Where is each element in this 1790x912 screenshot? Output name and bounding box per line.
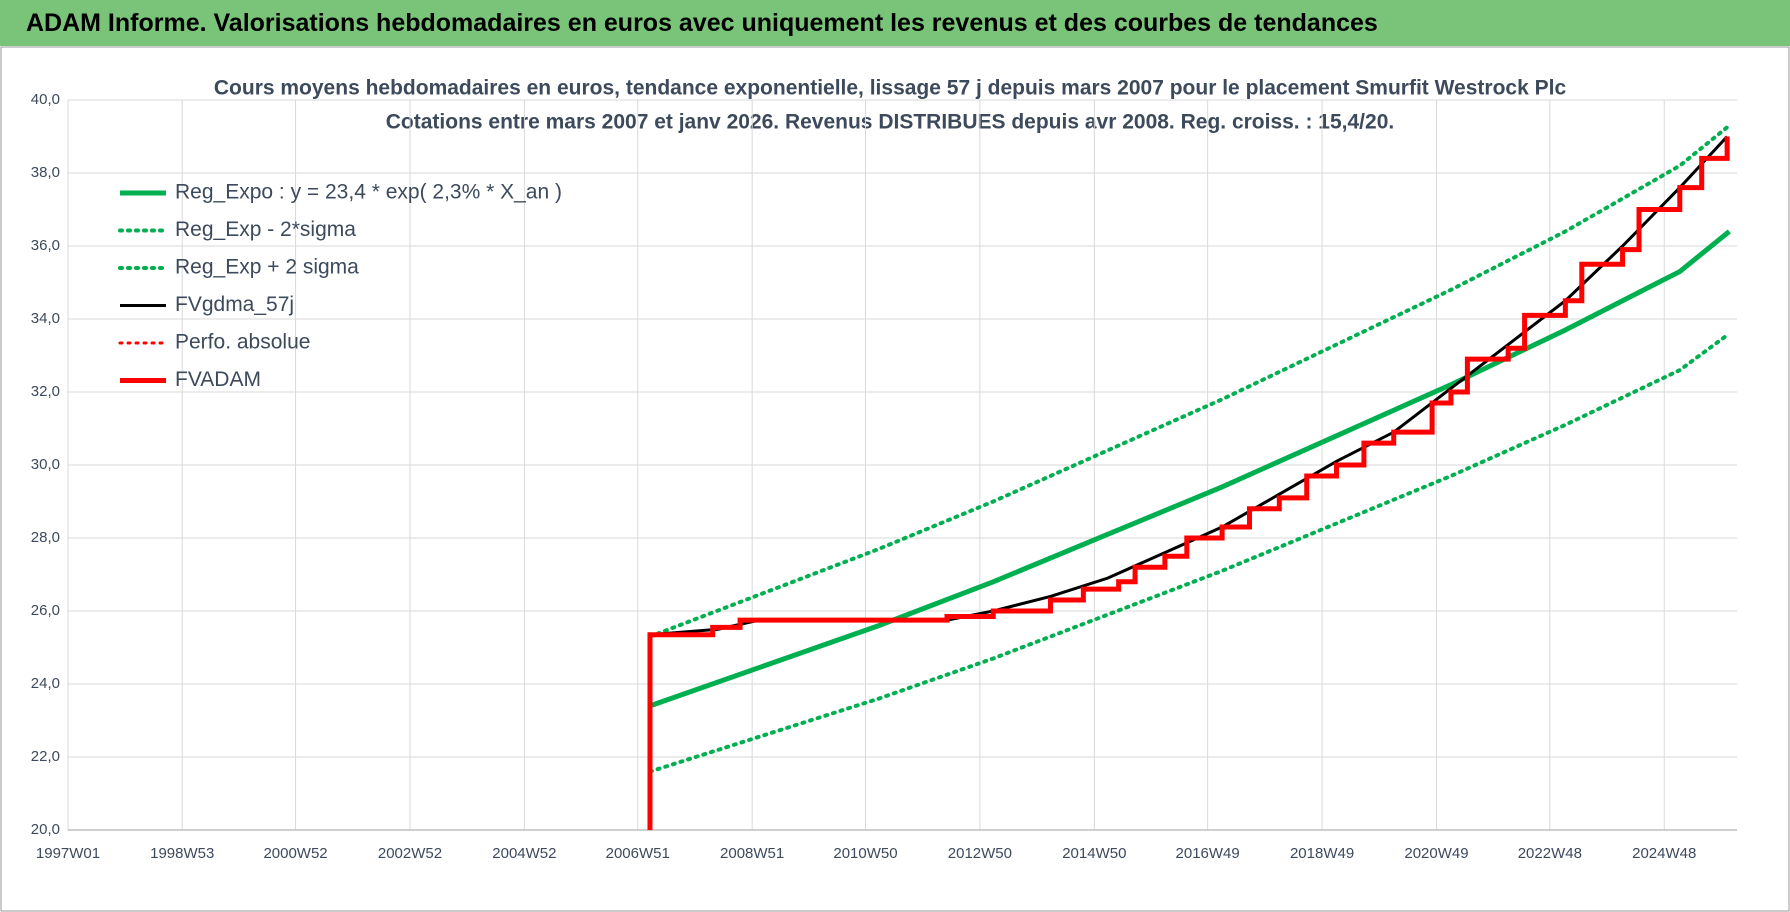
y-tick-label: 38,0: [31, 164, 60, 181]
legend-label: Reg_Exp - 2*sigma: [175, 218, 356, 241]
y-tick-label: 34,0: [31, 310, 60, 327]
x-tick-label: 2022W48: [1518, 845, 1582, 862]
y-tick-label: 30,0: [31, 456, 60, 473]
x-tick-label: 2006W51: [606, 845, 670, 862]
header-title: ADAM Informe. Valorisations hebdomadaire…: [0, 0, 1790, 46]
y-tick-label: 32,0: [31, 383, 60, 400]
x-tick-label: 1998W53: [150, 845, 214, 862]
series-line: [647, 123, 1732, 639]
x-tick-label: 1997W01: [36, 845, 100, 862]
y-tick-label: 28,0: [31, 529, 60, 546]
legend-label: Reg_Expo : y = 23,4 * exp( 2,3% * X_an ): [175, 181, 562, 204]
legend-label: Reg_Exp + 2 sigma: [175, 256, 359, 279]
legend-label: FVADAM: [175, 368, 261, 391]
legend-entry: Reg_Expo : y = 23,4 * exp( 2,3% * X_an ): [120, 181, 562, 204]
y-tick-label: 40,0: [31, 91, 60, 108]
chart-subtitle: Cotations entre mars 2007 et janv 2026. …: [386, 111, 1394, 134]
series-line: [647, 331, 1732, 774]
legend-entry: Reg_Exp - 2*sigma: [118, 218, 356, 241]
y-tick-label: 24,0: [31, 675, 60, 692]
legend-entry: FVgdma_57j: [120, 293, 294, 316]
x-tick-label: 2008W51: [720, 845, 784, 862]
series-line: [647, 136, 1730, 830]
x-tick-label: 2020W49: [1404, 845, 1468, 862]
x-tick-label: 2016W49: [1176, 845, 1240, 862]
x-tick-label: 2014W50: [1062, 845, 1126, 862]
series-line: [649, 229, 1731, 709]
x-tick-label: 2018W49: [1290, 845, 1354, 862]
x-tick-label: 2002W52: [378, 845, 442, 862]
y-tick-label: 20,0: [31, 821, 60, 838]
x-tick-label: 2000W52: [263, 845, 327, 862]
series-line: [649, 135, 1729, 637]
x-tick-label: 2012W50: [948, 845, 1012, 862]
legend-label: FVgdma_57j: [175, 293, 294, 316]
y-tick-label: 26,0: [31, 602, 60, 619]
legend-label: Perfo. absolue: [175, 331, 310, 354]
chart: Cours moyens hebdomadaires en euros, ten…: [0, 46, 1790, 912]
x-tick-label: 2010W50: [833, 845, 897, 862]
y-tick-label: 22,0: [31, 748, 60, 765]
x-tick-label: 2004W52: [492, 845, 556, 862]
legend-entry: Reg_Exp + 2 sigma: [118, 256, 359, 279]
chart-title: Cours moyens hebdomadaires en euros, ten…: [214, 77, 1567, 100]
frame: [0, 46, 1790, 912]
y-tick-label: 36,0: [31, 237, 60, 254]
x-tick-label: 2024W48: [1632, 845, 1696, 862]
legend-entry: FVADAM: [120, 368, 261, 391]
legend-entry: Perfo. absolue: [118, 331, 310, 354]
